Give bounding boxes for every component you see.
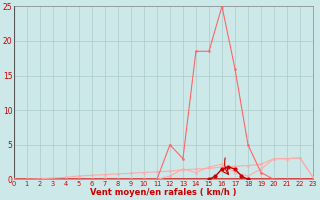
X-axis label: Vent moyen/en rafales ( km/h ): Vent moyen/en rafales ( km/h ) (90, 188, 237, 197)
